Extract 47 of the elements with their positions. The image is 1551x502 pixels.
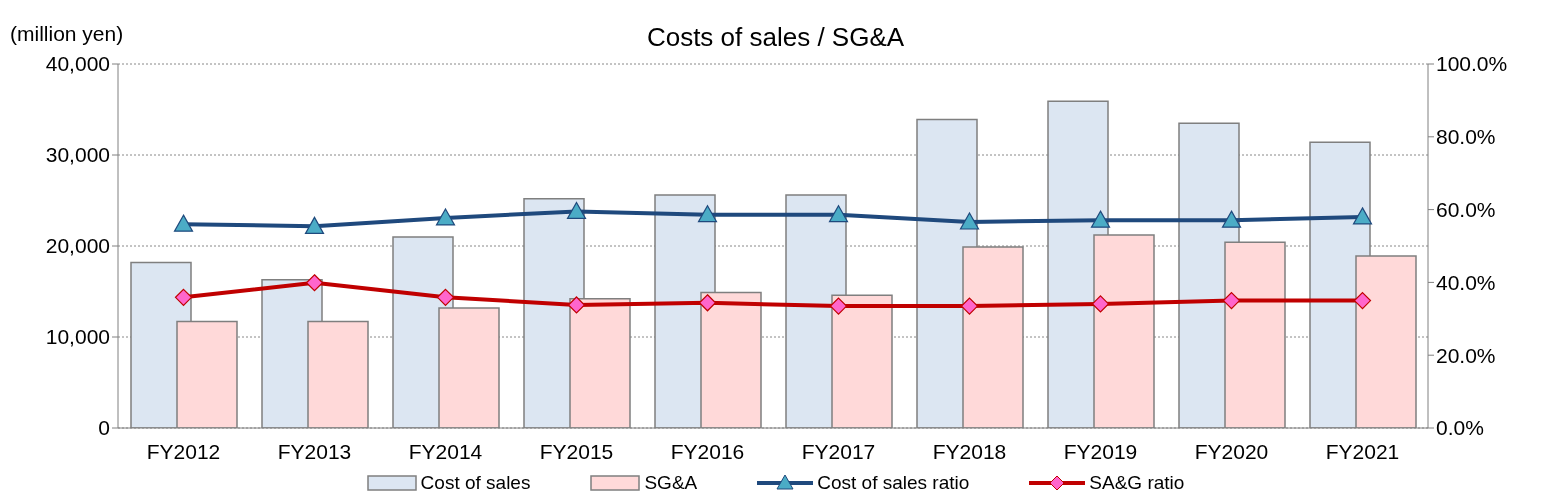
- legend-label: Cost of sales ratio: [817, 472, 970, 494]
- point: [304, 216, 325, 234]
- x-tick-label: FY2015: [539, 439, 614, 463]
- point: [435, 208, 456, 226]
- x-tick-label: FY2021: [1325, 439, 1400, 463]
- point: [566, 201, 587, 220]
- point: [173, 214, 194, 232]
- y-tick-label: 40,000: [45, 52, 110, 76]
- y-tick-label: 0: [98, 416, 110, 440]
- y2-tick-label: 20.0%: [1436, 343, 1496, 367]
- legend-label: SG&A: [644, 472, 698, 494]
- point: [960, 297, 979, 315]
- point: [305, 274, 324, 292]
- point: [1353, 292, 1372, 310]
- point: [828, 205, 849, 223]
- y2-tick-label: 80.0%: [1436, 125, 1496, 149]
- y-tick-label: 10,000: [45, 325, 110, 349]
- x-tick-label: FY2019: [1063, 439, 1138, 463]
- point: [1090, 210, 1111, 228]
- y-tick-label: 30,000: [45, 143, 110, 167]
- point: [436, 288, 455, 306]
- x-tick-label: FY2013: [277, 439, 352, 463]
- y2-tick-label: 100.0%: [1436, 52, 1508, 76]
- point: [829, 297, 848, 315]
- x-tick-label: FY2018: [932, 439, 1007, 463]
- x-tick-label: FY2014: [408, 439, 483, 463]
- y2-tick-label: 40.0%: [1436, 270, 1496, 294]
- point: [1221, 210, 1242, 228]
- chart-title: Costs of sales / SG&A: [646, 22, 905, 52]
- point: [697, 205, 718, 223]
- y-tick-label: 20,000: [45, 234, 110, 258]
- legend-label: SA&G ratio: [1089, 472, 1185, 494]
- point: [1091, 295, 1110, 313]
- y-axis-title: (million yen): [10, 22, 124, 46]
- y2-tick-label: 0.0%: [1436, 416, 1484, 440]
- point: [959, 212, 980, 230]
- y2-tick-label: 60.0%: [1436, 198, 1496, 222]
- x-tick-label: FY2017: [801, 439, 876, 463]
- point: [1352, 207, 1373, 225]
- x-tick-label: FY2016: [670, 439, 745, 463]
- point: [174, 288, 193, 306]
- point: [567, 296, 586, 314]
- point: [698, 294, 717, 312]
- x-tick-label: FY2012: [146, 439, 221, 463]
- legend-label: Cost of sales: [420, 472, 531, 494]
- point: [1222, 292, 1241, 310]
- x-tick-label: FY2020: [1194, 439, 1269, 463]
